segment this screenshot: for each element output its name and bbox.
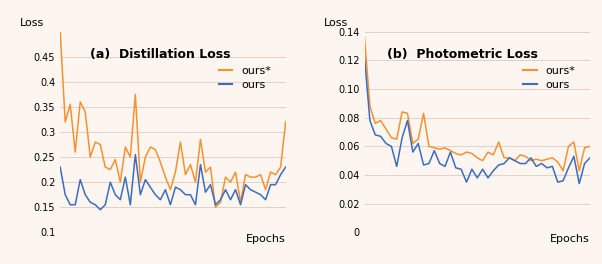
Text: Loss: Loss xyxy=(20,18,44,28)
Text: (b)  Photometric Loss: (b) Photometric Loss xyxy=(387,48,538,61)
X-axis label: Epochs: Epochs xyxy=(246,234,285,244)
Text: (a)  Distillation Loss: (a) Distillation Loss xyxy=(90,48,230,61)
Legend: ours*, ours: ours*, ours xyxy=(214,61,276,95)
Text: Loss: Loss xyxy=(324,18,348,28)
X-axis label: Epochs: Epochs xyxy=(550,234,590,244)
Legend: ours*, ours: ours*, ours xyxy=(519,61,580,95)
